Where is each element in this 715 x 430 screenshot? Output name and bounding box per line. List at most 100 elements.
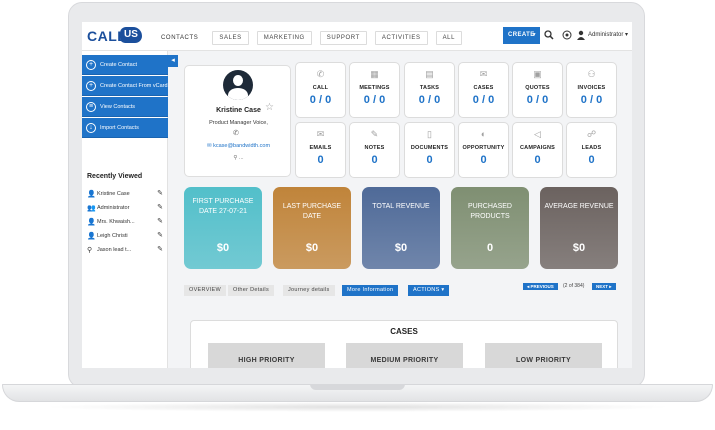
next-button[interactable]: NEXT ▸ (592, 283, 616, 290)
tile-invoices[interactable]: ⚇ INVOICES 0 / 0 (566, 62, 617, 118)
recent-item-label: Mrs. Khwaish... (97, 219, 135, 225)
top-navigation-bar: CALL US CONTACTS SALES MARKETING SUPPORT… (82, 22, 632, 51)
tile-label: INVOICES (577, 85, 606, 91)
edit-icon[interactable]: ✎ (157, 246, 163, 253)
recent-item[interactable]: ⚲ Jason lead t... ✎ (87, 245, 163, 257)
person-icon: 👤 (87, 219, 96, 226)
tile-call[interactable]: ✆ CALL 0 / 0 (295, 62, 346, 118)
recent-item[interactable]: 👤 Leigh Christi ✎ (87, 231, 163, 243)
tile-documents[interactable]: ▯ DOCUMENTS 0 (404, 122, 455, 178)
view-contacts-button[interactable]: ≡ View Contacts (82, 97, 168, 117)
opportunity-icon: ◐ (480, 129, 487, 139)
tab-more-information[interactable]: More Information (342, 285, 399, 296)
tile-emails[interactable]: ✉ EMAILS 0 (295, 122, 346, 178)
actions-button[interactable]: ACTIONS ▾ (408, 285, 450, 296)
tile-value: 0 (480, 154, 487, 166)
contact-name: Kristine Case (216, 107, 261, 114)
nav-activities[interactable]: ACTIVITIES (374, 31, 428, 45)
tile-opportunity[interactable]: ◐ OPPORTUNITY 0 (458, 122, 509, 178)
tile-label: EMAILS (309, 145, 332, 151)
tile-campaigns[interactable]: ◁ CAMPAIGNS 0 (512, 122, 563, 178)
tile-label: CALL (312, 85, 329, 91)
main-nav: CONTACTS SALES MARKETING SUPPORT ACTIVIT… (155, 31, 463, 45)
location-icon: ⚲ (233, 155, 238, 161)
tile-label: MEETINGS (359, 85, 390, 91)
plus-icon: + (86, 81, 96, 91)
metric-label: AVERAGE REVENUE (544, 203, 614, 210)
avatar (223, 70, 253, 100)
search-icon[interactable] (544, 30, 554, 40)
metric-label: TOTAL REVENUE (372, 203, 430, 210)
tile-label: CAMPAIGNS (519, 145, 555, 151)
tile-value: 0 (371, 154, 378, 166)
tile-label: NOTES (364, 145, 385, 151)
collapse-sidebar-icon[interactable]: ◂ (168, 55, 178, 67)
help-icon[interactable] (562, 30, 572, 40)
star-icon[interactable]: ☆ (265, 102, 274, 113)
edit-icon[interactable]: ✎ (157, 204, 163, 211)
notes-icon: ✎ (370, 129, 379, 139)
tile-value: 0 / 0 (472, 94, 495, 106)
tile-cases[interactable]: ✉ CASES 0 / 0 (458, 62, 509, 118)
tile-value: 0 / 0 (363, 94, 386, 106)
logo-badge: US (120, 27, 142, 43)
group-icon: 👥 (87, 205, 96, 212)
laptop-notch (310, 384, 405, 390)
user-name: Administrator (588, 32, 624, 38)
tab-journey-details[interactable]: Journey details (283, 285, 335, 296)
recent-item-label: Administrator (97, 205, 130, 211)
laptop-shadow (40, 402, 675, 412)
tab-overview[interactable]: OVERVIEW (184, 285, 226, 296)
create-contact-label: Create Contact (100, 62, 137, 68)
recent-item[interactable]: 👥 Administrator ✎ (87, 203, 163, 215)
nav-marketing[interactable]: MARKETING (256, 31, 312, 45)
user-icon[interactable] (576, 30, 586, 40)
nav-contacts[interactable]: CONTACTS (155, 31, 205, 45)
metric-value: 0 (486, 242, 494, 254)
meetings-icon: ▦ (370, 69, 379, 79)
tile-value: 0 / 0 (418, 94, 441, 106)
low-priority-box[interactable]: LOW PRIORITY (485, 343, 602, 368)
recent-item[interactable]: 👤 Kristine Case ✎ (87, 189, 163, 201)
tile-value: 0 / 0 (309, 94, 332, 106)
next-label: NEXT (596, 284, 609, 289)
tile-label: OPPORTUNITY (462, 145, 505, 151)
edit-icon[interactable]: ✎ (157, 218, 163, 225)
phone-icon: ✆ (316, 69, 325, 79)
metric-first-purchase-date: FIRST PURCHASE DATE 27-07-21 $0 (184, 187, 262, 269)
tasks-icon: ▤ (425, 69, 434, 79)
tile-tasks[interactable]: ▤ TASKS 0 / 0 (404, 62, 455, 118)
medium-priority-box[interactable]: MEDIUM PRIORITY (346, 343, 463, 368)
nav-sales[interactable]: SALES (212, 31, 249, 45)
create-contact-vcard-button[interactable]: + Create Contact From vCard (82, 76, 168, 96)
nav-support[interactable]: SUPPORT (319, 31, 367, 45)
chevron-down-icon: ▼ (531, 32, 537, 38)
contact-location-text: ... (238, 155, 244, 161)
recent-item-label: Jason lead t... (97, 247, 132, 253)
tile-value: 0 (588, 154, 595, 166)
tile-meetings[interactable]: ▦ MEETINGS 0 / 0 (349, 62, 400, 118)
recent-item[interactable]: 👤 Mrs. Khwaish... ✎ (87, 217, 163, 229)
edit-icon[interactable]: ✎ (157, 232, 163, 239)
tile-quotes[interactable]: ▣ QUOTES 0 / 0 (512, 62, 563, 118)
tab-other-details[interactable]: Other Details (228, 285, 274, 296)
contact-location: ⚲ ... (185, 155, 292, 161)
tile-leads[interactable]: ☍ LEADS 0 (566, 122, 617, 178)
import-contacts-button[interactable]: ↓ Import Contacts (82, 118, 168, 138)
create-button[interactable]: CREATE ▼ (503, 27, 540, 44)
metric-value: $0 (394, 242, 408, 254)
tile-label: CASES (473, 85, 494, 91)
create-label: CREATE (508, 32, 535, 38)
create-contact-button[interactable]: + Create Contact (82, 55, 168, 75)
phone-icon[interactable]: ✆ (233, 130, 239, 137)
nav-all[interactable]: ALL (435, 31, 463, 45)
user-menu[interactable]: Administrator ▾ (588, 32, 629, 38)
lead-icon: ⚲ (87, 247, 93, 254)
person-icon: 👤 (87, 233, 96, 240)
previous-button[interactable]: ◂ PREVIOUS (523, 283, 558, 290)
edit-icon[interactable]: ✎ (157, 190, 163, 197)
high-priority-box[interactable]: HIGH PRIORITY (208, 343, 325, 368)
tile-notes[interactable]: ✎ NOTES 0 (349, 122, 400, 178)
callus-logo[interactable]: CALL US (87, 27, 145, 45)
contact-email[interactable]: ✉ kcase@bandwidth.com (206, 143, 271, 149)
